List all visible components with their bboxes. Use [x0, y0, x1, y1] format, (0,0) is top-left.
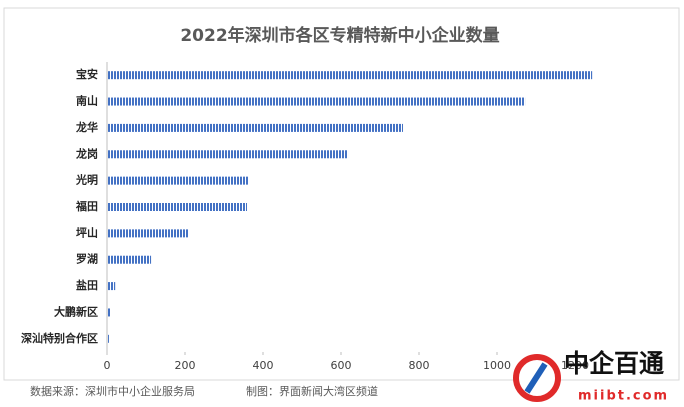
bar — [107, 255, 152, 264]
y-tick-label: 坪山 — [76, 225, 98, 239]
bar — [107, 176, 249, 185]
bar — [107, 229, 189, 238]
y-tick-label: 龙华 — [75, 120, 98, 134]
logo-slash — [524, 362, 548, 394]
bar — [107, 97, 526, 106]
y-tick-label: 光明 — [75, 173, 98, 187]
x-tick-label: 600 — [331, 359, 352, 372]
x-tick-label: 1200 — [561, 359, 589, 372]
bar — [107, 334, 109, 343]
source: 数据来源：深圳市中小企业服务局 — [30, 384, 195, 398]
y-tick-label: 大鹏新区 — [54, 304, 98, 318]
x-tick-label: 1000 — [483, 359, 511, 372]
x-tick-label: 200 — [175, 359, 196, 372]
bar — [107, 203, 248, 211]
bar — [107, 308, 111, 317]
x-tick-label: 800 — [409, 359, 430, 372]
chart-title: 2022年深圳市各区专精特新中小企业数量 — [180, 25, 499, 46]
bar — [107, 71, 593, 80]
x-tick-label: 0 — [104, 359, 111, 372]
chart-frame — [3, 7, 680, 381]
bar — [107, 150, 349, 159]
x-tick-label: 400 — [253, 359, 274, 372]
y-tick-label: 宝安 — [76, 67, 98, 81]
bar — [107, 123, 404, 132]
watermark-url: miibt.com — [578, 389, 669, 404]
y-tick-label: 南山 — [76, 94, 98, 108]
watermark: 中企百通 miibt.com — [513, 349, 669, 404]
y-tick-label: 深汕特别合作区 — [21, 331, 98, 345]
bar — [107, 282, 116, 291]
y-tick-label: 罗湖 — [76, 252, 98, 266]
y-tick-label: 福田 — [75, 199, 98, 213]
y-tick-label: 盐田 — [76, 278, 98, 292]
credit: 制图：界面新闻大湾区频道 — [246, 384, 378, 398]
y-tick-label: 龙岗 — [75, 146, 98, 160]
watermark-name: 中企百通 — [564, 349, 664, 378]
